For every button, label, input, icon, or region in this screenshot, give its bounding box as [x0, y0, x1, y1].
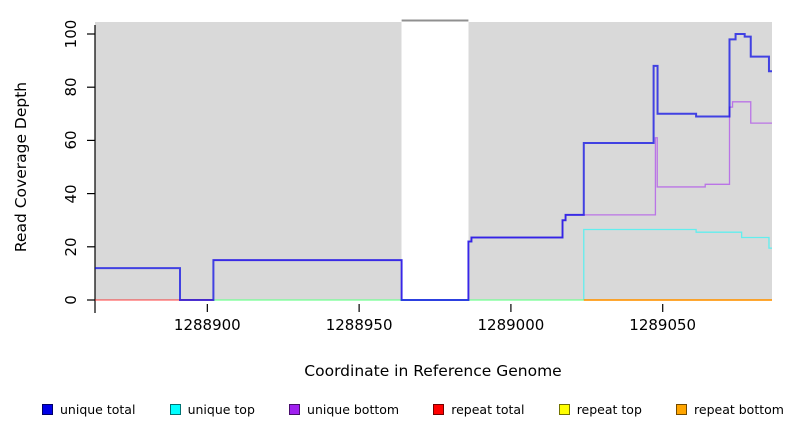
legend-label: unique bottom [307, 401, 400, 417]
x-tick-label: 1288950 [325, 316, 393, 334]
legend-swatch-icon [558, 403, 570, 415]
legend-label: unique total [60, 401, 136, 417]
legend-swatch-icon [676, 403, 688, 415]
y-tick-label: 20 [62, 237, 80, 257]
legend-swatch-icon [433, 403, 445, 415]
y-tick-label: 100 [62, 19, 80, 49]
series-unique-top [213, 228, 772, 301]
legend-label: repeat bottom [694, 401, 784, 417]
y-tick-label: 60 [62, 130, 80, 150]
series-unique-total [95, 33, 772, 301]
legend-label: repeat total [451, 401, 525, 417]
legend-item-repeat-bottom: repeat bottom [676, 402, 784, 417]
legend-label: unique top [187, 401, 255, 417]
chart-legend: unique total unique top unique bottom repea… [42, 399, 784, 419]
x-tick-label: 1289000 [477, 316, 545, 334]
legend-item-unique-total: unique total [42, 402, 135, 417]
y-tick-label: 0 [62, 295, 80, 305]
legend-swatch-icon [289, 403, 301, 415]
x-tick-label: 1288900 [173, 316, 241, 334]
legend-label: repeat top [576, 401, 642, 417]
y-tick-label: 80 [62, 77, 80, 97]
y-tick-label: 40 [62, 184, 80, 204]
legend-swatch-icon [169, 403, 181, 415]
y-axis-title: Read Coverage Depth [12, 81, 30, 253]
gap-region [401, 22, 469, 301]
legend-item-repeat-top: repeat top [558, 401, 642, 417]
legend-swatch-icon [42, 403, 53, 415]
legend-item-unique-top: unique top [169, 401, 255, 417]
x-tick-label: 1289050 [629, 316, 697, 334]
legend-item-repeat-total: repeat total [433, 401, 525, 417]
legend-item-unique-bottom: unique bottom [289, 402, 399, 417]
x-axis-title: Coordinate in Reference Genome [304, 362, 562, 380]
